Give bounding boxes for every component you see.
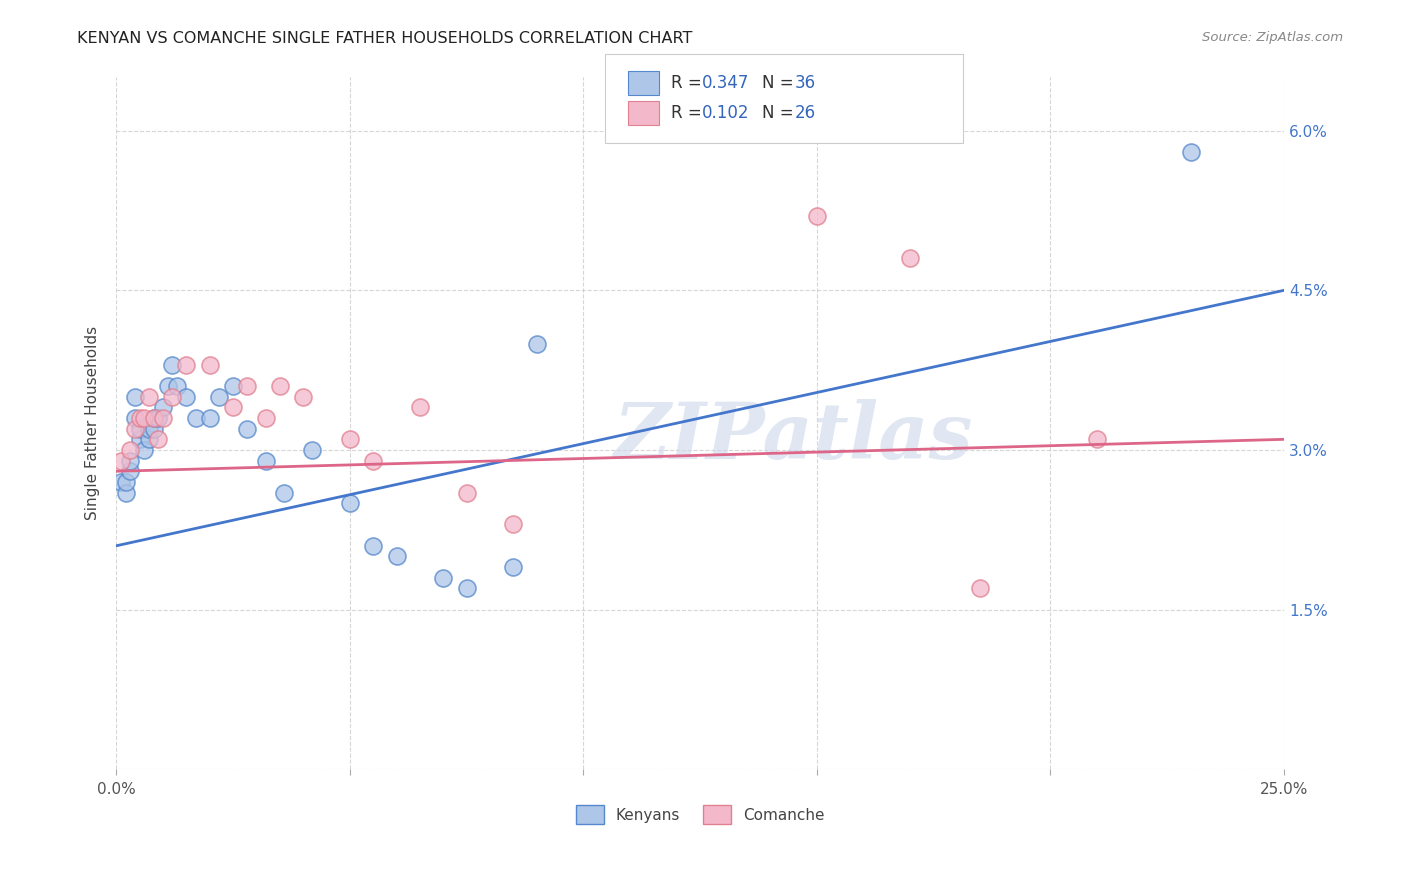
Point [222, 401, 245, 415]
Point [138, 433, 160, 447]
Point [148, 411, 170, 425]
Point [134, 411, 156, 425]
Point [138, 422, 160, 436]
Point [254, 453, 277, 467]
Point [301, 442, 323, 457]
Text: N =: N = [762, 104, 799, 122]
Point [273, 485, 295, 500]
Point [134, 442, 156, 457]
Point [806, 209, 828, 223]
Point [138, 390, 160, 404]
Point [1180, 145, 1202, 159]
Text: R =: R = [671, 74, 707, 92]
Point [110, 475, 132, 489]
Point [128, 422, 150, 436]
Point [114, 475, 136, 489]
Y-axis label: Single Father Households: Single Father Households [86, 326, 100, 520]
Point [128, 433, 150, 447]
Point [269, 379, 291, 393]
Point [128, 411, 150, 425]
Point [198, 411, 221, 425]
Point [502, 560, 524, 574]
Point [152, 401, 174, 415]
Point [124, 390, 146, 404]
Point [254, 411, 277, 425]
Point [166, 379, 188, 393]
Point [236, 422, 259, 436]
Text: KENYAN VS COMANCHE SINGLE FATHER HOUSEHOLDS CORRELATION CHART: KENYAN VS COMANCHE SINGLE FATHER HOUSEHO… [77, 31, 693, 46]
Point [120, 442, 142, 457]
Point [208, 390, 231, 404]
Point [292, 390, 315, 404]
Point [142, 411, 165, 425]
Text: 0.347: 0.347 [702, 74, 749, 92]
Point [526, 336, 548, 351]
Text: ZIPatlas: ZIPatlas [614, 399, 973, 475]
Point [456, 582, 478, 596]
Point [184, 411, 207, 425]
Point [114, 485, 136, 500]
Point [110, 453, 132, 467]
Point [361, 539, 384, 553]
Point [409, 401, 432, 415]
Point [162, 358, 184, 372]
Point [124, 422, 146, 436]
Point [432, 571, 454, 585]
Point [198, 358, 221, 372]
Point [502, 517, 524, 532]
Text: 36: 36 [794, 74, 815, 92]
Point [120, 464, 142, 478]
Legend: Kenyans, Comanche: Kenyans, Comanche [576, 805, 824, 824]
Point [361, 453, 384, 467]
Point [222, 379, 245, 393]
Point [898, 252, 921, 266]
Point [148, 433, 170, 447]
Point [120, 453, 142, 467]
Point [339, 433, 361, 447]
Point [1085, 433, 1108, 447]
Point [176, 390, 198, 404]
Text: Source: ZipAtlas.com: Source: ZipAtlas.com [1202, 31, 1343, 45]
Point [339, 496, 361, 510]
Text: R =: R = [671, 104, 707, 122]
Point [236, 379, 259, 393]
Point [456, 485, 478, 500]
Text: N =: N = [762, 74, 799, 92]
Point [969, 582, 991, 596]
Point [176, 358, 198, 372]
Point [142, 411, 165, 425]
Point [142, 422, 165, 436]
Point [124, 411, 146, 425]
Text: 0.102: 0.102 [702, 104, 749, 122]
Point [156, 379, 179, 393]
Point [162, 390, 184, 404]
Point [385, 549, 408, 564]
Point [152, 411, 174, 425]
Text: 26: 26 [794, 104, 815, 122]
